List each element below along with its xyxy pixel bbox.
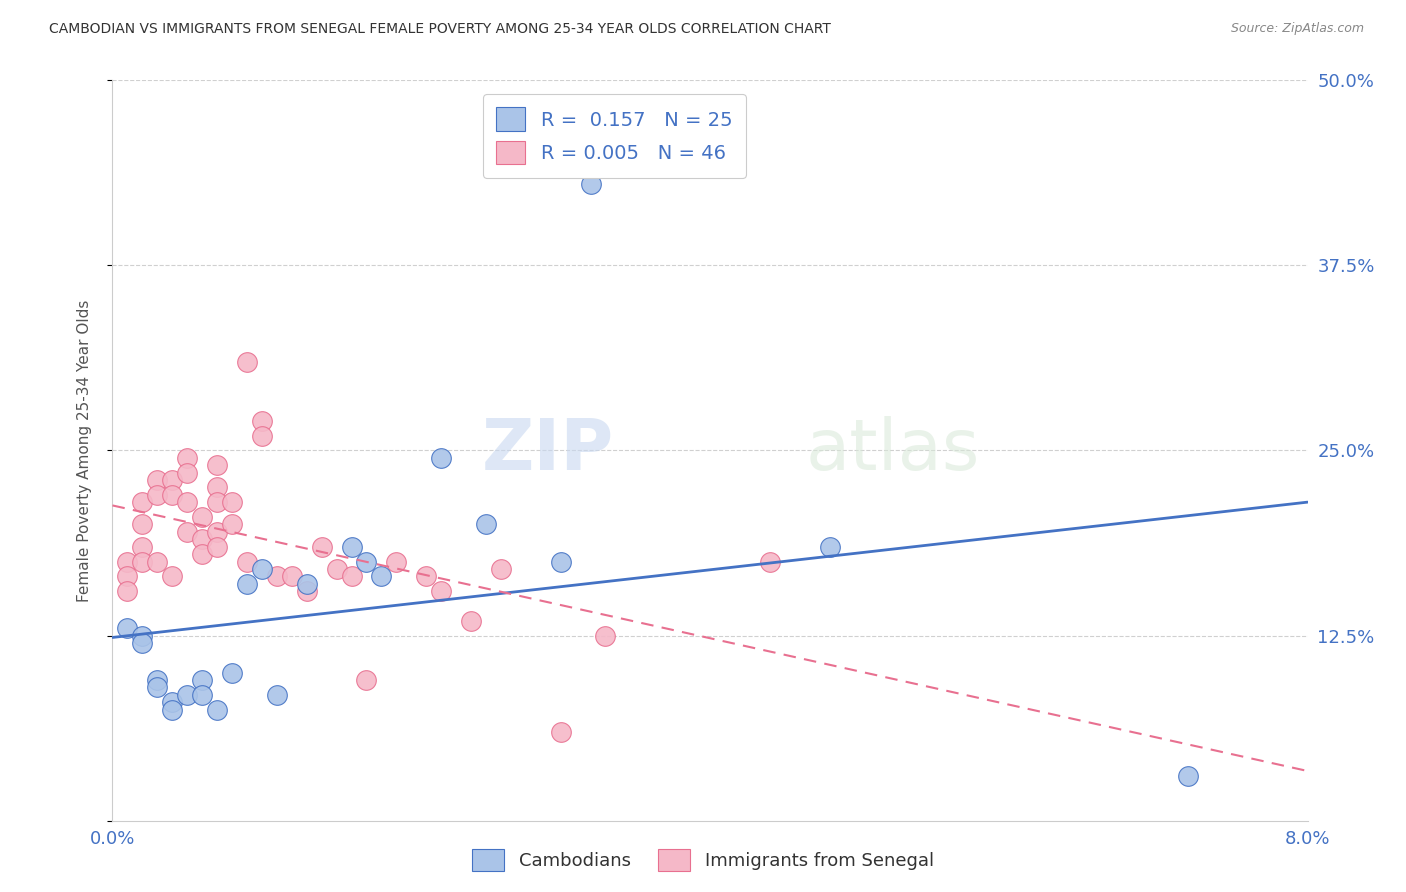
- Point: [191, 688, 214, 702]
- Point: [550, 724, 572, 739]
- Point: [146, 555, 169, 569]
- Text: ZIP: ZIP: [482, 416, 614, 485]
- Point: [205, 524, 228, 539]
- Point: [818, 540, 841, 554]
- Text: atlas: atlas: [806, 416, 980, 485]
- Point: [236, 354, 259, 368]
- Point: [176, 688, 198, 702]
- Point: [205, 540, 228, 554]
- Point: [281, 569, 304, 583]
- Point: [191, 547, 214, 561]
- Point: [162, 703, 183, 717]
- Legend: R =  0.157   N = 25, R = 0.005   N = 46: R = 0.157 N = 25, R = 0.005 N = 46: [482, 94, 747, 178]
- Point: [131, 555, 153, 569]
- Point: [205, 703, 228, 717]
- Point: [191, 510, 214, 524]
- Point: [1177, 769, 1199, 783]
- Point: [176, 466, 198, 480]
- Point: [131, 636, 153, 650]
- Point: [221, 517, 243, 532]
- Y-axis label: Female Poverty Among 25-34 Year Olds: Female Poverty Among 25-34 Year Olds: [77, 300, 91, 601]
- Point: [162, 569, 183, 583]
- Point: [131, 517, 153, 532]
- Point: [131, 540, 153, 554]
- Point: [385, 555, 408, 569]
- Point: [146, 673, 169, 687]
- Legend: Cambodians, Immigrants from Senegal: Cambodians, Immigrants from Senegal: [465, 842, 941, 879]
- Point: [430, 584, 453, 599]
- Text: Source: ZipAtlas.com: Source: ZipAtlas.com: [1230, 22, 1364, 36]
- Point: [162, 488, 183, 502]
- Point: [205, 495, 228, 509]
- Point: [475, 517, 498, 532]
- Point: [266, 569, 288, 583]
- Point: [221, 495, 243, 509]
- Point: [340, 569, 363, 583]
- Point: [221, 665, 243, 680]
- Point: [295, 576, 318, 591]
- Point: [205, 480, 228, 494]
- Point: [250, 414, 273, 428]
- Point: [430, 450, 453, 465]
- Point: [176, 495, 198, 509]
- Point: [370, 569, 392, 583]
- Point: [236, 576, 259, 591]
- Point: [162, 695, 183, 709]
- Point: [340, 540, 363, 554]
- Point: [356, 555, 378, 569]
- Point: [579, 177, 602, 191]
- Point: [131, 495, 153, 509]
- Point: [117, 569, 139, 583]
- Point: [550, 555, 572, 569]
- Point: [191, 533, 214, 547]
- Point: [266, 688, 288, 702]
- Point: [117, 621, 139, 635]
- Point: [595, 628, 617, 642]
- Point: [162, 473, 183, 487]
- Point: [176, 524, 198, 539]
- Point: [759, 555, 782, 569]
- Point: [415, 569, 437, 583]
- Point: [146, 488, 169, 502]
- Point: [460, 614, 482, 628]
- Point: [205, 458, 228, 473]
- Point: [356, 673, 378, 687]
- Point: [489, 562, 512, 576]
- Point: [146, 681, 169, 695]
- Point: [325, 562, 347, 576]
- Point: [176, 450, 198, 465]
- Point: [236, 555, 259, 569]
- Text: CAMBODIAN VS IMMIGRANTS FROM SENEGAL FEMALE POVERTY AMONG 25-34 YEAR OLDS CORREL: CAMBODIAN VS IMMIGRANTS FROM SENEGAL FEM…: [49, 22, 831, 37]
- Point: [311, 540, 333, 554]
- Point: [250, 428, 273, 442]
- Point: [295, 584, 318, 599]
- Point: [131, 628, 153, 642]
- Point: [117, 584, 139, 599]
- Point: [250, 562, 273, 576]
- Point: [191, 673, 214, 687]
- Point: [117, 555, 139, 569]
- Point: [146, 473, 169, 487]
